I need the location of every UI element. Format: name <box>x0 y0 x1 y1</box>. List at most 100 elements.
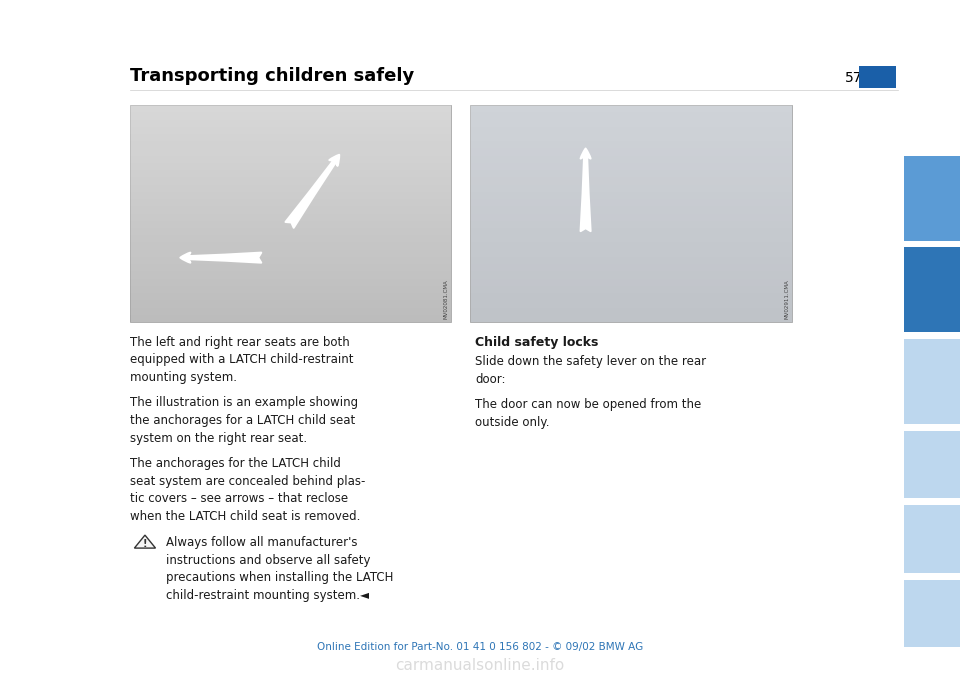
Text: 57: 57 <box>845 71 862 85</box>
FancyBboxPatch shape <box>470 243 792 250</box>
FancyBboxPatch shape <box>130 243 451 250</box>
FancyBboxPatch shape <box>470 199 792 206</box>
FancyBboxPatch shape <box>470 221 792 228</box>
Text: The door can now be opened from the: The door can now be opened from the <box>475 398 702 411</box>
FancyBboxPatch shape <box>470 163 792 170</box>
FancyBboxPatch shape <box>130 105 451 113</box>
FancyBboxPatch shape <box>130 250 451 257</box>
FancyBboxPatch shape <box>470 214 792 221</box>
Polygon shape <box>134 535 156 548</box>
FancyBboxPatch shape <box>470 286 792 293</box>
FancyBboxPatch shape <box>130 170 451 178</box>
FancyBboxPatch shape <box>470 184 792 192</box>
FancyBboxPatch shape <box>470 293 792 300</box>
FancyBboxPatch shape <box>470 156 792 163</box>
Text: carmanualsonline.info: carmanualsonline.info <box>396 658 564 673</box>
FancyBboxPatch shape <box>130 271 451 279</box>
FancyBboxPatch shape <box>470 134 792 141</box>
Text: outside only.: outside only. <box>475 416 550 428</box>
FancyBboxPatch shape <box>130 308 451 315</box>
FancyBboxPatch shape <box>130 113 451 119</box>
Text: The anchorages for the LATCH child: The anchorages for the LATCH child <box>130 457 341 471</box>
FancyBboxPatch shape <box>130 214 451 221</box>
FancyBboxPatch shape <box>130 206 451 214</box>
FancyBboxPatch shape <box>470 141 792 148</box>
Text: instructions and observe all safety: instructions and observe all safety <box>166 553 371 567</box>
FancyBboxPatch shape <box>904 431 960 498</box>
FancyBboxPatch shape <box>130 300 451 308</box>
FancyBboxPatch shape <box>470 257 792 264</box>
FancyBboxPatch shape <box>470 113 792 119</box>
FancyBboxPatch shape <box>470 192 792 199</box>
Text: The left and right rear seats are both: The left and right rear seats are both <box>130 336 349 348</box>
FancyBboxPatch shape <box>130 221 451 228</box>
FancyBboxPatch shape <box>470 105 792 113</box>
FancyBboxPatch shape <box>904 339 960 424</box>
FancyBboxPatch shape <box>130 293 451 300</box>
FancyBboxPatch shape <box>130 184 451 192</box>
Text: MV02081.CMA: MV02081.CMA <box>444 279 448 319</box>
FancyBboxPatch shape <box>904 505 960 573</box>
FancyBboxPatch shape <box>470 119 792 127</box>
Text: when the LATCH child seat is removed.: when the LATCH child seat is removed. <box>130 510 360 523</box>
FancyBboxPatch shape <box>130 134 451 141</box>
FancyBboxPatch shape <box>859 66 896 88</box>
FancyBboxPatch shape <box>470 206 792 214</box>
FancyBboxPatch shape <box>130 199 451 206</box>
FancyBboxPatch shape <box>904 247 960 332</box>
FancyBboxPatch shape <box>470 127 792 134</box>
FancyBboxPatch shape <box>470 170 792 178</box>
FancyBboxPatch shape <box>130 315 451 322</box>
Text: equipped with a LATCH child-restraint: equipped with a LATCH child-restraint <box>130 353 353 366</box>
FancyBboxPatch shape <box>470 300 792 308</box>
FancyBboxPatch shape <box>130 279 451 286</box>
FancyBboxPatch shape <box>130 141 451 148</box>
Text: Online Edition for Part-No. 01 41 0 156 802 - © 09/02 BMW AG: Online Edition for Part-No. 01 41 0 156 … <box>317 642 643 652</box>
Text: system on the right rear seat.: system on the right rear seat. <box>130 432 307 445</box>
FancyBboxPatch shape <box>470 235 792 243</box>
Text: door:: door: <box>475 373 506 386</box>
Text: Always follow all manufacturer's: Always follow all manufacturer's <box>166 536 357 549</box>
Text: Controls: Controls <box>930 268 940 311</box>
FancyBboxPatch shape <box>470 271 792 279</box>
Text: The illustration is an example showing: The illustration is an example showing <box>130 397 358 410</box>
FancyBboxPatch shape <box>470 250 792 257</box>
Text: Data: Data <box>930 527 940 551</box>
Text: !: ! <box>143 538 147 549</box>
Text: Slide down the safety lever on the rear: Slide down the safety lever on the rear <box>475 355 707 368</box>
FancyBboxPatch shape <box>130 119 451 127</box>
Text: MV02911.CMA: MV02911.CMA <box>784 279 789 319</box>
FancyBboxPatch shape <box>130 228 451 235</box>
Text: tic covers – see arrows – that reclose: tic covers – see arrows – that reclose <box>130 492 348 506</box>
FancyBboxPatch shape <box>130 192 451 199</box>
Text: mounting system.: mounting system. <box>130 371 236 384</box>
FancyBboxPatch shape <box>130 264 451 271</box>
Text: the anchorages for a LATCH child seat: the anchorages for a LATCH child seat <box>130 414 355 427</box>
FancyBboxPatch shape <box>470 315 792 322</box>
Text: Maintenance: Maintenance <box>930 348 940 414</box>
Text: Index: Index <box>930 599 940 628</box>
FancyBboxPatch shape <box>470 279 792 286</box>
Text: Repairs: Repairs <box>930 445 940 483</box>
FancyBboxPatch shape <box>470 178 792 184</box>
Text: Overview: Overview <box>930 174 940 222</box>
FancyBboxPatch shape <box>130 257 451 264</box>
FancyBboxPatch shape <box>130 127 451 134</box>
Text: child-restraint mounting system.◄: child-restraint mounting system.◄ <box>166 589 369 602</box>
FancyBboxPatch shape <box>130 178 451 184</box>
FancyBboxPatch shape <box>904 580 960 647</box>
Text: Transporting children safely: Transporting children safely <box>130 66 414 85</box>
FancyBboxPatch shape <box>470 228 792 235</box>
FancyBboxPatch shape <box>470 308 792 315</box>
FancyBboxPatch shape <box>470 264 792 271</box>
FancyBboxPatch shape <box>130 148 451 156</box>
FancyBboxPatch shape <box>130 286 451 293</box>
Text: seat system are concealed behind plas-: seat system are concealed behind plas- <box>130 475 365 488</box>
Text: Child safety locks: Child safety locks <box>475 336 599 348</box>
FancyBboxPatch shape <box>130 156 451 163</box>
FancyBboxPatch shape <box>130 163 451 170</box>
FancyBboxPatch shape <box>470 105 792 322</box>
Text: precautions when installing the LATCH: precautions when installing the LATCH <box>166 571 394 584</box>
FancyBboxPatch shape <box>904 156 960 241</box>
FancyBboxPatch shape <box>130 235 451 243</box>
